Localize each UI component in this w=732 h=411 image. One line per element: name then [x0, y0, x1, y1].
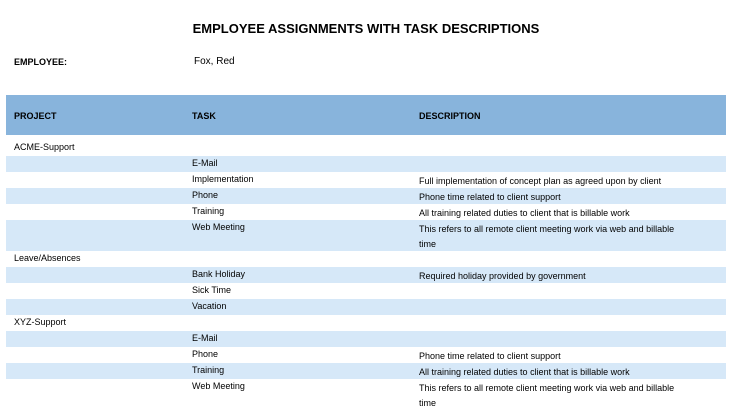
- task-cell: Training: [192, 365, 225, 375]
- task-cell: Phone: [192, 190, 219, 200]
- column-header-task: TASK: [192, 111, 216, 121]
- table-row: Bank Holiday Required holiday provided by…: [6, 267, 726, 283]
- description-cell: This refers to all remote client meeting…: [419, 383, 675, 408]
- table-row: Phone Phone time related to client suppor…: [6, 347, 726, 363]
- description-cell: Required holiday provided by government: [419, 271, 586, 281]
- table-row: Phone Phone time related to client suppor…: [6, 188, 726, 204]
- page-title: EMPLOYEE ASSIGNMENTS WITH TASK DESCRIPTI…: [192, 21, 540, 36]
- table-row: Web Meeting This refers to all remote cli…: [6, 379, 726, 410]
- task-cell: Vacation: [192, 301, 227, 311]
- table-row: E-Mail: [6, 156, 726, 172]
- project-cell: XYZ-Support: [14, 317, 67, 327]
- table-row: XYZ-Support: [6, 315, 726, 331]
- task-cell: Bank Holiday: [192, 269, 246, 279]
- task-cell: Training: [192, 206, 225, 216]
- table-row: Implementation Full implementation of con…: [6, 172, 726, 188]
- task-cell: Phone: [192, 349, 219, 359]
- column-header-project: PROJECT: [14, 111, 57, 121]
- employee-value: Fox, Red: [194, 56, 235, 67]
- task-cell: E-Mail: [192, 158, 218, 168]
- description-cell: Phone time related to client support: [419, 192, 561, 202]
- employee-label: EMPLOYEE:: [14, 57, 68, 67]
- description-cell: All training related duties to client th…: [419, 208, 630, 218]
- table-row: Training All training related duties to c…: [6, 363, 726, 379]
- table-row: Leave/Absences: [6, 251, 726, 267]
- task-cell: Implementation: [192, 174, 254, 184]
- project-cell: ACME-Support: [14, 142, 75, 152]
- table-header: PROJECT TASK DESCRIPTION: [6, 95, 726, 135]
- task-cell: Web Meeting: [192, 381, 245, 391]
- task-cell: E-Mail: [192, 333, 218, 343]
- table-row: Web Meeting This refers to all remote cli…: [6, 220, 726, 251]
- task-cell: Web Meeting: [192, 222, 245, 232]
- description-cell: Phone time related to client support: [419, 351, 561, 361]
- table-row: Sick Time: [6, 283, 726, 299]
- table-row: Training All training related duties to c…: [6, 204, 726, 220]
- description-cell: This refers to all remote client meeting…: [419, 224, 675, 249]
- assignments-table: PROJECT TASK DESCRIPTION ACME-Support E-M…: [6, 95, 726, 410]
- table-row: E-Mail: [6, 331, 726, 347]
- column-header-description: DESCRIPTION: [419, 111, 481, 121]
- description-cell: All training related duties to client th…: [419, 367, 630, 377]
- table-body: ACME-Support E-Mail Implementation Full imp…: [6, 140, 726, 410]
- table-row: ACME-Support: [6, 140, 726, 156]
- description-cell: Full implementation of concept plan as a…: [419, 176, 662, 186]
- project-cell: Leave/Absences: [14, 253, 81, 263]
- task-cell: Sick Time: [192, 285, 232, 295]
- table-row: Vacation: [6, 299, 726, 315]
